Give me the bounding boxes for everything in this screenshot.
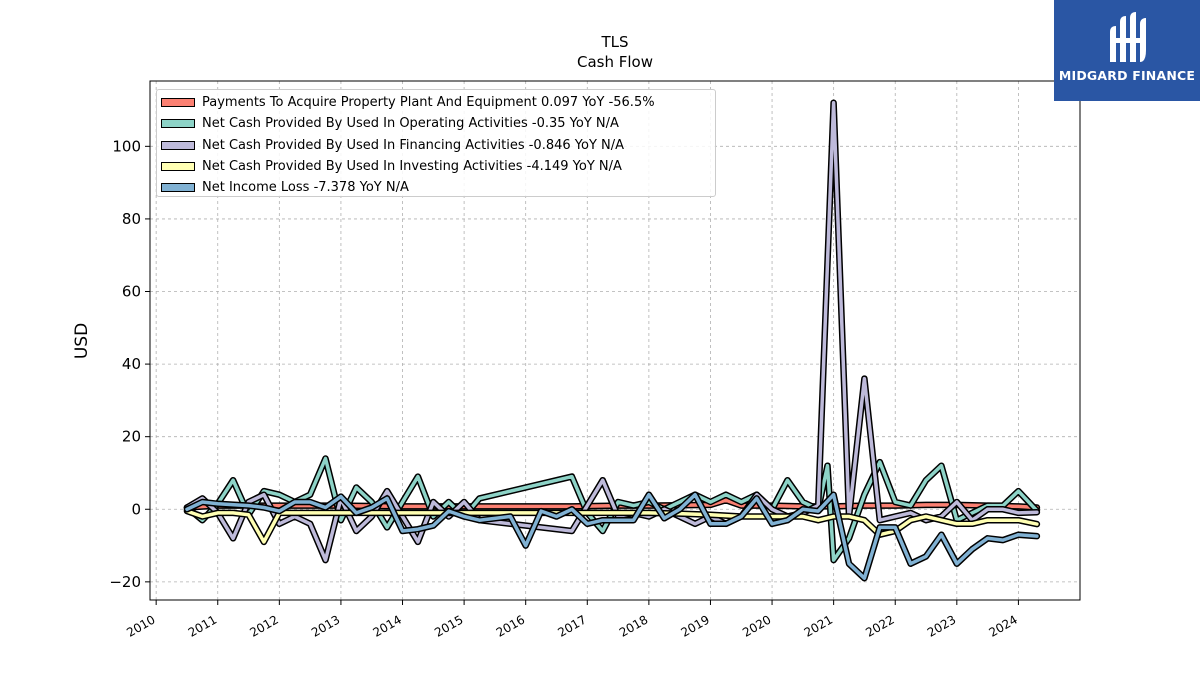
legend-swatch [161, 119, 195, 129]
chart-legend: Payments To Acquire Property Plant And E… [156, 89, 716, 197]
legend-swatch [161, 162, 195, 172]
legend-label: Net Income Loss -7.378 YoY N/A [202, 180, 409, 196]
y-tick-label: 0 [131, 500, 141, 518]
x-tick-label: 2021 [802, 612, 835, 639]
logo-text: MIDGARD FINANCE [1058, 68, 1196, 83]
x-tick-label: 2016 [494, 612, 527, 639]
x-tick-label: 2011 [186, 612, 219, 639]
legend-item: Net Cash Provided By Used In Investing A… [161, 156, 715, 177]
x-tick-label: 2012 [247, 612, 280, 639]
x-tick-label: 2024 [986, 612, 1019, 639]
plot-frame [149, 80, 1081, 601]
series-path [185, 509, 1039, 544]
legend-label: Net Cash Provided By Used In Operating A… [202, 116, 619, 132]
series-line [183, 507, 1041, 546]
series-path [185, 492, 1039, 580]
brand-logo: MIDGARD FINANCE [1054, 0, 1200, 101]
x-tick-label: 2017 [555, 612, 588, 639]
legend-swatch [161, 183, 195, 193]
x-tick-label: 2019 [679, 612, 712, 639]
x-tick-label: 2018 [617, 612, 650, 639]
y-tick-label: 20 [122, 428, 141, 446]
logo-icon [1110, 12, 1146, 62]
legend-item: Payments To Acquire Property Plant And E… [161, 92, 715, 113]
x-tick-label: 2010 [124, 612, 157, 639]
y-axis-label: USD [72, 323, 92, 359]
x-tick-label: 2022 [863, 612, 896, 639]
series-line [183, 496, 1041, 511]
legend-swatch [161, 98, 195, 108]
legend-label: Net Cash Provided By Used In Financing A… [202, 137, 625, 153]
series-path [185, 101, 1039, 562]
legend-item: Net Income Loss -7.378 YoY N/A [161, 177, 715, 198]
x-tick-label: 2023 [925, 612, 958, 639]
x-tick-label: 2015 [432, 612, 465, 639]
series-line [183, 491, 1041, 582]
legend-label: Payments To Acquire Property Plant And E… [202, 95, 655, 111]
series-path [185, 498, 1039, 510]
legend-item: Net Cash Provided By Used In Operating A… [161, 113, 715, 134]
chart-title: TLS [600, 33, 628, 51]
y-tick-label: 60 [122, 283, 141, 301]
axes: −20 0 20 40 60 80 100 2010 2011 2012 2013 2014 2015 2… [109, 137, 1020, 640]
legend-label: Net Cash Provided By Used In Investing A… [202, 159, 622, 175]
chart-subtitle: Cash Flow [577, 53, 653, 71]
series-lines [183, 99, 1041, 582]
y-tick-label: 100 [112, 137, 141, 155]
legend-swatch [161, 140, 195, 150]
x-tick-label: 2014 [371, 612, 404, 639]
x-tick-label: 2020 [740, 612, 773, 639]
series-line [183, 99, 1041, 564]
legend-item: Net Cash Provided By Used In Financing A… [161, 135, 715, 156]
y-tick-label: 80 [122, 210, 141, 228]
y-tick-label: 40 [122, 355, 141, 373]
y-tick-label: −20 [109, 573, 141, 591]
x-tick-label: 2013 [309, 612, 342, 639]
